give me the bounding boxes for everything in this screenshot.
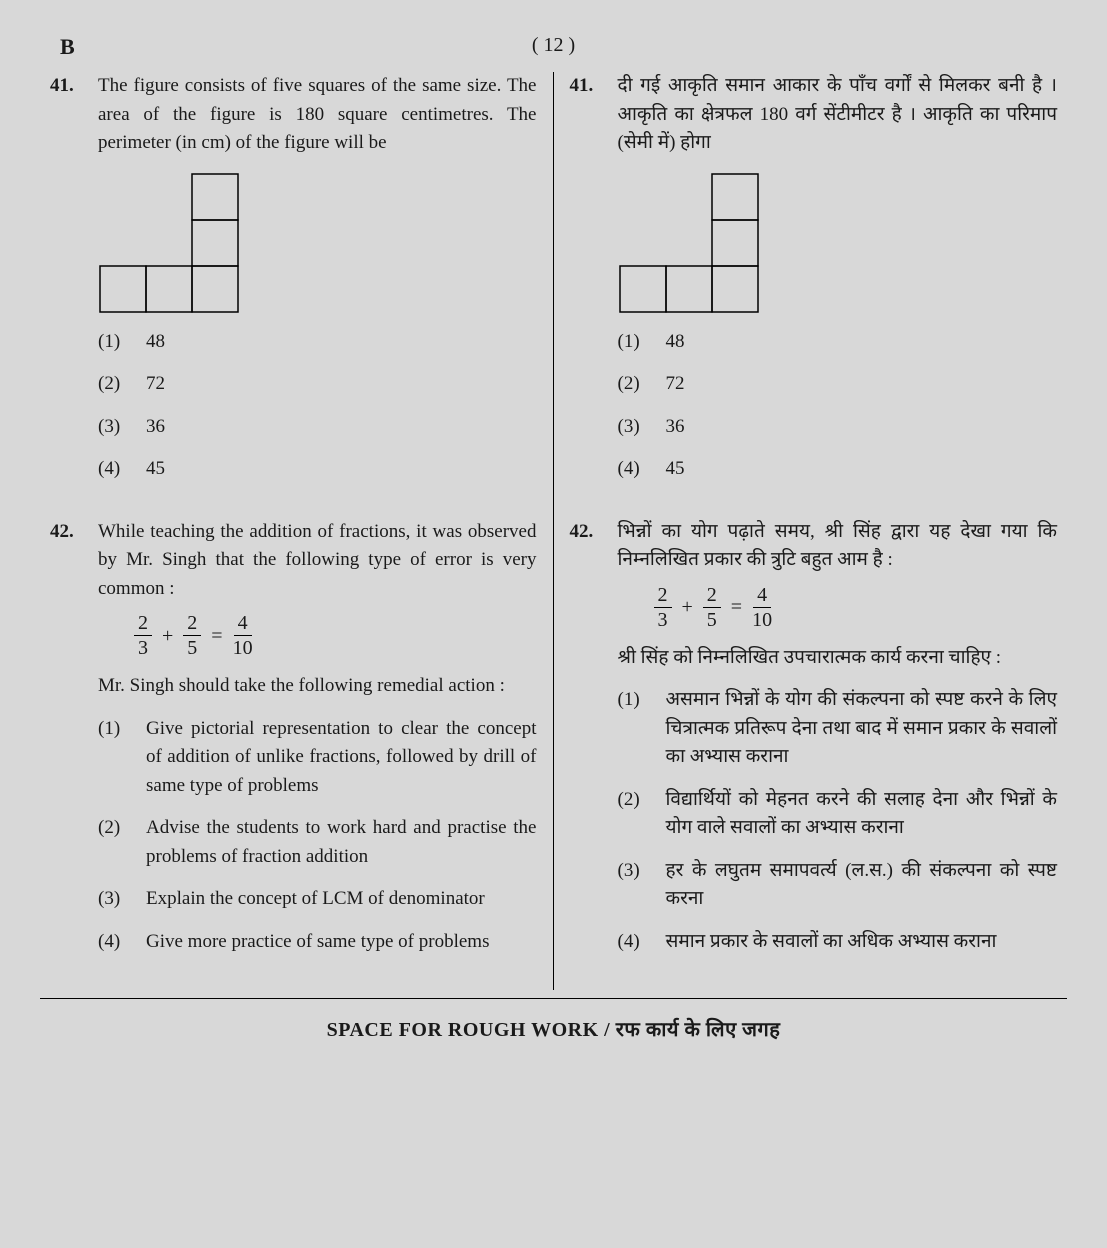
q41-figure-hi [618, 172, 1058, 314]
q41-num-en: 41. [50, 72, 98, 498]
q42-opt4-hi: (4)समान प्रकार के सवालों का अधिक अभ्यास … [618, 928, 1058, 957]
q41-options-en: (1)48 (2)72 (3)36 (4)45 [98, 328, 537, 484]
q42-options-hi: (1)असमान भिन्नों के योग की संकल्पना को स… [618, 686, 1058, 956]
q42-options-en: (1)Give pictorial representation to clea… [98, 715, 537, 957]
q41-opt4-hi: (4)45 [618, 455, 1058, 484]
q42-math-hi: 23 + 25 = 410 [654, 585, 1058, 630]
page-number: ( 12 ) [532, 30, 575, 60]
q41-options-hi: (1)48 (2)72 (3)36 (4)45 [618, 328, 1058, 484]
q41-opt3-hi: (3)36 [618, 413, 1058, 442]
q42-text2-hi: श्री सिंह को निम्नलिखित उपचारात्मक कार्य… [618, 644, 1058, 673]
q42-opt4-en: (4)Give more practice of same type of pr… [98, 928, 537, 957]
q42-opt1-en: (1)Give pictorial representation to clea… [98, 715, 537, 801]
q42-text1-hi: भिन्नों का योग पढ़ाते समय, श्री सिंह द्व… [618, 518, 1058, 575]
q41-opt1-hi: (1)48 [618, 328, 1058, 357]
q41-figure-en [98, 172, 537, 314]
q42-opt3-hi: (3)हर के लघुतम समापवर्त्य (ल.स.) की संकल… [618, 857, 1058, 914]
q41-num-hi: 41. [570, 72, 618, 498]
q42-text2-en: Mr. Singh should take the following reme… [98, 672, 537, 701]
column-hindi: 41. दी गई आकृति समान आकार के पाँच वर्गों… [554, 72, 1068, 990]
q42-math-en: 23 + 25 = 410 [134, 613, 537, 658]
series-label: B [60, 30, 75, 63]
q42-opt1-hi: (1)असमान भिन्नों के योग की संकल्पना को स… [618, 686, 1058, 772]
q41-opt1-en: (1)48 [98, 328, 537, 357]
q41-opt2-en: (2)72 [98, 370, 537, 399]
q41-hi: 41. दी गई आकृति समान आकार के पाँच वर्गों… [570, 72, 1058, 498]
rough-work-footer: SPACE FOR ROUGH WORK / रफ कार्य के लिए ज… [40, 1015, 1067, 1045]
q42-num-hi: 42. [570, 518, 618, 971]
q41-text-hi: दी गई आकृति समान आकार के पाँच वर्गों से … [618, 72, 1058, 158]
content-columns: 41. The figure consists of five squares … [40, 72, 1067, 999]
q42-opt2-en: (2)Advise the students to work hard and … [98, 814, 537, 871]
q42-text1-en: While teaching the addition of fractions… [98, 518, 537, 604]
q41-en: 41. The figure consists of five squares … [50, 72, 537, 498]
column-english: 41. The figure consists of five squares … [40, 72, 554, 990]
q42-en: 42. While teaching the addition of fract… [50, 518, 537, 971]
q42-opt2-hi: (2)विद्यार्थियों को मेहनत करने की सलाह द… [618, 786, 1058, 843]
q41-text-en: The figure consists of five squares of t… [98, 72, 537, 158]
q42-num-en: 42. [50, 518, 98, 971]
q41-opt3-en: (3)36 [98, 413, 537, 442]
q42-hi: 42. भिन्नों का योग पढ़ाते समय, श्री सिंह… [570, 518, 1058, 971]
q42-opt3-en: (3)Explain the concept of LCM of denomin… [98, 885, 537, 914]
q41-opt2-hi: (2)72 [618, 370, 1058, 399]
q41-opt4-en: (4)45 [98, 455, 537, 484]
